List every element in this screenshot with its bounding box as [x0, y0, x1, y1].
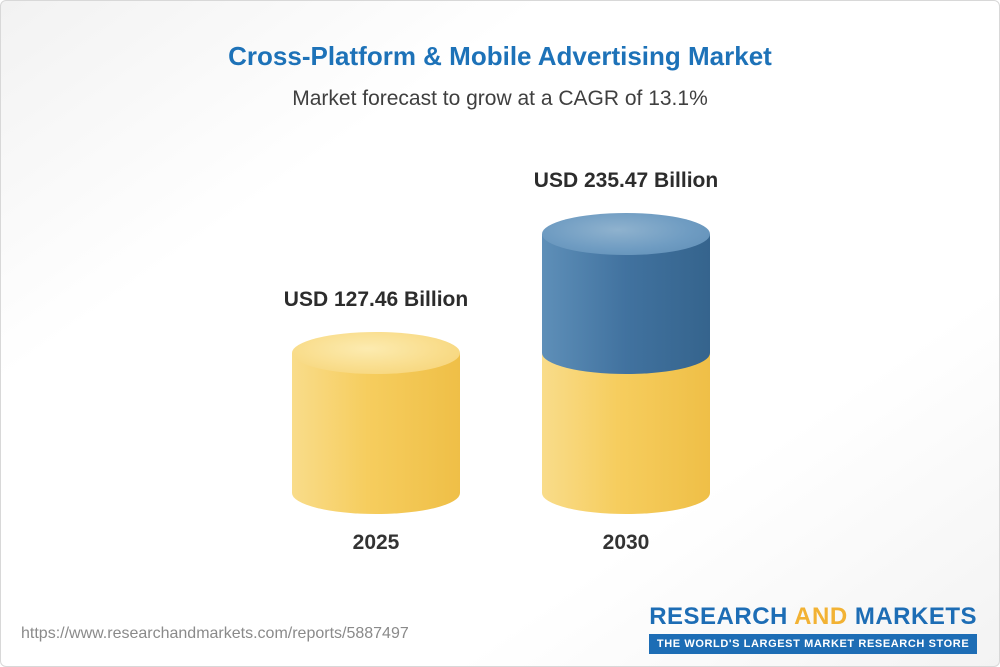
cylinder-2025 [292, 332, 460, 514]
chart-subtitle: Market forecast to grow at a CAGR of 13.… [292, 87, 708, 110]
logo-word-markets: MARKETS [854, 603, 977, 630]
cylinder-segment-base [292, 353, 460, 514]
cylinder-segment-growth [542, 234, 710, 375]
cylinder-top-ellipse [542, 213, 710, 256]
x-axis-label-2030: 2030 [602, 531, 650, 554]
x-axis-label-2025: 2025 [352, 531, 400, 554]
bar-value-label-2025: USD 127.46 Billion [283, 288, 469, 312]
logo-tagline: THE WORLD'S LARGEST MARKET RESEARCH STOR… [649, 634, 977, 654]
chart-title: Cross-Platform & Mobile Advertising Mark… [228, 41, 772, 71]
cylinder-segment-base [542, 353, 710, 514]
report-url: https://www.researchandmarkets.com/repor… [21, 625, 409, 642]
researchandmarkets-logo: RESEARCH AND MARKETS THE WORLD'S LARGEST… [649, 603, 977, 654]
logo-word-and: AND [794, 603, 848, 630]
bar-value-label-2030: USD 235.47 Billion [533, 169, 719, 193]
cylinder-top-ellipse [292, 332, 460, 375]
logo-word-research: RESEARCH [649, 603, 788, 630]
cylinder-2030 [542, 213, 710, 514]
logo-wordmark: RESEARCH AND MARKETS [649, 603, 977, 631]
